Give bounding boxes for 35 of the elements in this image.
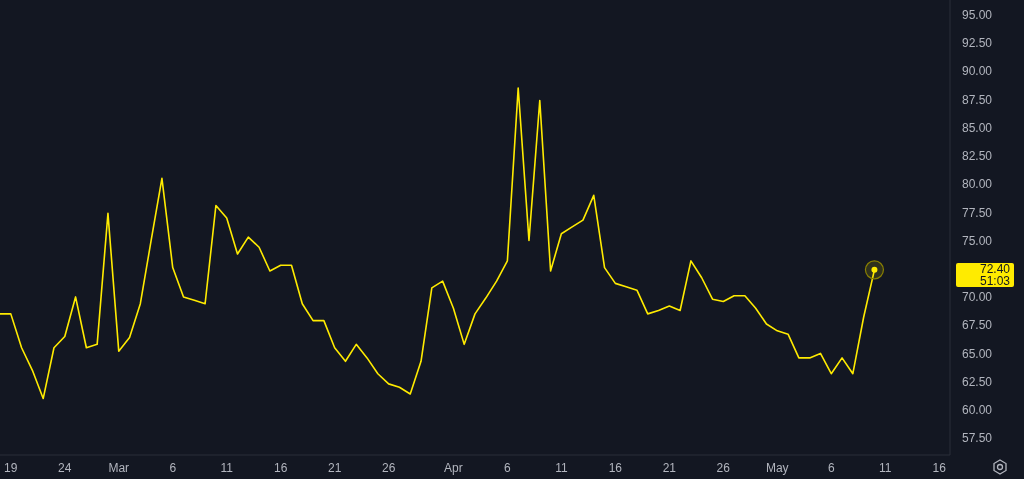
x-tick-label: 16 xyxy=(274,460,288,475)
y-tick-label: 70.00 xyxy=(962,290,993,305)
x-tick-label: 11 xyxy=(220,460,234,475)
x-tick-label: 26 xyxy=(716,460,731,475)
x-tick-label: 19 xyxy=(4,460,18,475)
x-tick-label: 21 xyxy=(662,460,677,475)
x-tick-label: 6 xyxy=(827,460,835,475)
y-tick-label: 85.00 xyxy=(962,120,993,135)
text: 72.40 xyxy=(978,261,1010,276)
y-tick-label: 82.50 xyxy=(962,149,993,164)
y-tick-label: 90.00 xyxy=(962,64,993,79)
y-tick-label: 67.50 xyxy=(962,318,993,333)
x-tick-label: 6 xyxy=(169,460,177,475)
y-tick-label: 92.50 xyxy=(962,36,993,51)
x-tick-label: 6 xyxy=(504,460,512,475)
y-tick-label: 87.50 xyxy=(962,92,993,107)
y-tick-label: 62.50 xyxy=(962,374,993,389)
x-tick-label: 24 xyxy=(58,460,72,475)
x-tick-label: 16 xyxy=(608,460,623,475)
x-tick-label: Apr xyxy=(444,460,463,475)
y-tick-label: 95.00 xyxy=(962,7,993,22)
y-tick-label: 80.00 xyxy=(962,177,993,192)
x-tick-label: May xyxy=(765,460,789,475)
x-tick-label: 21 xyxy=(327,460,342,475)
y-tick-label: 57.50 xyxy=(962,431,993,446)
x-tick-label: 16 xyxy=(932,460,947,475)
x-tick-label: Mar xyxy=(108,460,130,475)
y-tick-label: 65.00 xyxy=(962,346,993,361)
x-tick-label: 26 xyxy=(381,460,396,475)
y-tick-label: 77.50 xyxy=(962,205,993,220)
text: 51:03 xyxy=(978,273,1010,288)
y-tick-label: 75.00 xyxy=(962,233,993,248)
x-tick-label: 11 xyxy=(878,460,892,475)
x-tick-label: 11 xyxy=(555,460,568,475)
y-tick-label: 60.00 xyxy=(962,403,993,418)
